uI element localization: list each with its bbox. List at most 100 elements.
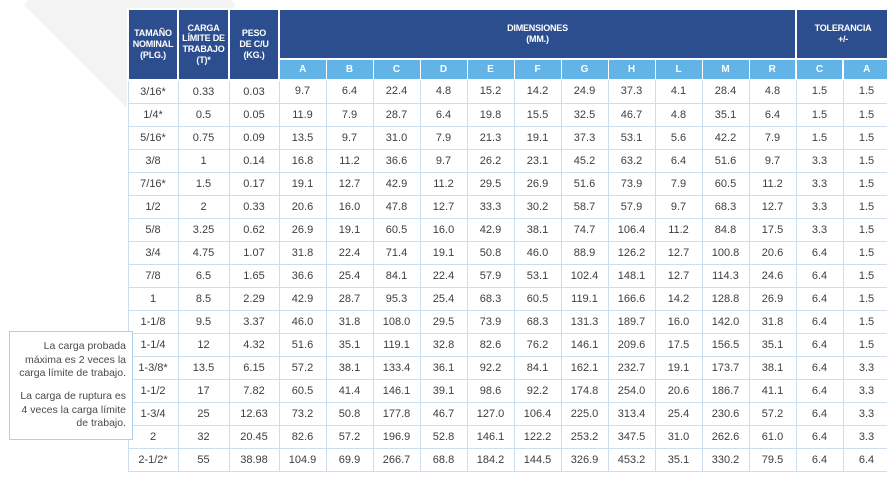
- value-cell: 31.0: [372, 125, 421, 150]
- header-row-main: TAMAÑO NOMINAL (PLG.) CARGA LÍMITE DE TR…: [127, 8, 887, 81]
- value-cell: 29.5: [419, 309, 468, 334]
- value-cell: 9.7: [325, 125, 374, 150]
- value-cell: 36.1: [419, 355, 468, 380]
- value-cell: 2.29: [228, 286, 280, 311]
- value-cell: 1.5: [842, 240, 887, 265]
- value-cell: 32: [177, 424, 230, 449]
- value-cell: 4.8: [654, 102, 703, 127]
- value-cell: 12.63: [228, 401, 280, 426]
- subheader-dim-d: D: [419, 58, 468, 80]
- value-cell: 57.2: [325, 424, 374, 449]
- value-cell: 1.07: [228, 240, 280, 265]
- value-cell: 3.37: [228, 309, 280, 334]
- value-cell: 114.3: [701, 263, 750, 288]
- value-cell: 0.09: [228, 125, 280, 150]
- value-cell: 122.2: [513, 424, 562, 449]
- value-cell: 0.05: [228, 102, 280, 127]
- value-cell: 156.5: [701, 332, 750, 357]
- size-cell: 2-1/2*: [127, 447, 179, 472]
- value-cell: 60.5: [513, 286, 562, 311]
- value-cell: 12.7: [325, 171, 374, 196]
- value-cell: 35.1: [701, 102, 750, 127]
- size-cell: 1-3/4: [127, 401, 179, 426]
- value-cell: 3.3: [842, 378, 887, 403]
- value-cell: 453.2: [607, 447, 656, 472]
- value-cell: 20.6: [654, 378, 703, 403]
- table-row: 1-1/4 12 4.32 51.6 35.1 119.1 32.8 82.6 76.2 146.…: [127, 332, 887, 357]
- value-cell: 19.1: [325, 217, 374, 242]
- value-cell: 11.2: [419, 171, 468, 196]
- value-cell: 42.9: [372, 171, 421, 196]
- value-cell: 16.8: [278, 148, 327, 173]
- value-cell: 3.3: [842, 355, 887, 380]
- value-cell: 146.1: [560, 332, 609, 357]
- value-cell: 1.65: [228, 263, 280, 288]
- value-cell: 98.6: [466, 378, 515, 403]
- value-cell: 347.5: [607, 424, 656, 449]
- value-cell: 1.5: [842, 79, 887, 104]
- size-cell: 1-3/8*: [127, 355, 179, 380]
- value-cell: 84.1: [372, 263, 421, 288]
- size-cell: 3/8: [127, 148, 179, 173]
- note-box: La carga probada máxima es 2 veces la ca…: [9, 331, 133, 440]
- value-cell: 189.7: [607, 309, 656, 334]
- subheader-dim-f: F: [513, 58, 562, 80]
- value-cell: 1.5: [177, 171, 230, 196]
- value-cell: 0.17: [228, 171, 280, 196]
- value-cell: 69.9: [325, 447, 374, 472]
- value-cell: 36.6: [372, 148, 421, 173]
- value-cell: 12.7: [419, 194, 468, 219]
- value-cell: 4.32: [228, 332, 280, 357]
- value-cell: 230.6: [701, 401, 750, 426]
- value-cell: 7.82: [228, 378, 280, 403]
- value-cell: 50.8: [466, 240, 515, 265]
- value-cell: 26.9: [748, 286, 797, 311]
- value-cell: 74.7: [560, 217, 609, 242]
- value-cell: 22.4: [372, 79, 421, 104]
- value-cell: 37.3: [560, 125, 609, 150]
- value-cell: 26.9: [278, 217, 327, 242]
- value-cell: 29.5: [466, 171, 515, 196]
- size-cell: 7/16*: [127, 171, 179, 196]
- value-cell: 55: [177, 447, 230, 472]
- value-cell: 37.3: [607, 79, 656, 104]
- value-cell: 84.8: [701, 217, 750, 242]
- value-cell: 3.3: [795, 194, 844, 219]
- value-cell: 108.0: [372, 309, 421, 334]
- value-cell: 1.5: [842, 102, 887, 127]
- value-cell: 31.8: [748, 309, 797, 334]
- value-cell: 36.6: [278, 263, 327, 288]
- value-cell: 79.5: [748, 447, 797, 472]
- value-cell: 41.1: [748, 378, 797, 403]
- value-cell: 104.9: [278, 447, 327, 472]
- table-row: 1 8.5 2.29 42.9 28.7 95.3 25.4 68.3 60.5 119.1 166…: [127, 286, 887, 311]
- value-cell: 51.6: [560, 171, 609, 196]
- value-cell: 57.9: [607, 194, 656, 219]
- header-tolerancia: TOLERANCIA +/-: [795, 8, 887, 60]
- value-cell: 4.75: [177, 240, 230, 265]
- value-cell: 209.6: [607, 332, 656, 357]
- value-cell: 60.5: [701, 171, 750, 196]
- value-cell: 0.5: [177, 102, 230, 127]
- size-cell: 1-1/4: [127, 332, 179, 357]
- value-cell: 52.8: [419, 424, 468, 449]
- value-cell: 28.7: [372, 102, 421, 127]
- value-cell: 3.3: [795, 148, 844, 173]
- subheader-dim-b: B: [325, 58, 374, 80]
- table-row: 5/8 3.25 0.62 26.9 19.1 60.5 16.0 42.9 38.1 74.7 1…: [127, 217, 887, 242]
- table-row: 1/4* 0.5 0.05 11.9 7.9 28.7 6.4 19.8 15.5 32.5 46.…: [127, 102, 887, 127]
- value-cell: 102.4: [560, 263, 609, 288]
- value-cell: 73.9: [466, 309, 515, 334]
- value-cell: 11.2: [654, 217, 703, 242]
- value-cell: 1.5: [795, 125, 844, 150]
- value-cell: 19.8: [466, 102, 515, 127]
- value-cell: 73.9: [607, 171, 656, 196]
- value-cell: 6.4: [795, 355, 844, 380]
- size-cell: 1/4*: [127, 102, 179, 127]
- value-cell: 1.5: [842, 286, 887, 311]
- value-cell: 7.9: [419, 125, 468, 150]
- value-cell: 73.2: [278, 401, 327, 426]
- value-cell: 1.5: [842, 148, 887, 173]
- value-cell: 28.7: [325, 286, 374, 311]
- value-cell: 1.5: [842, 309, 887, 334]
